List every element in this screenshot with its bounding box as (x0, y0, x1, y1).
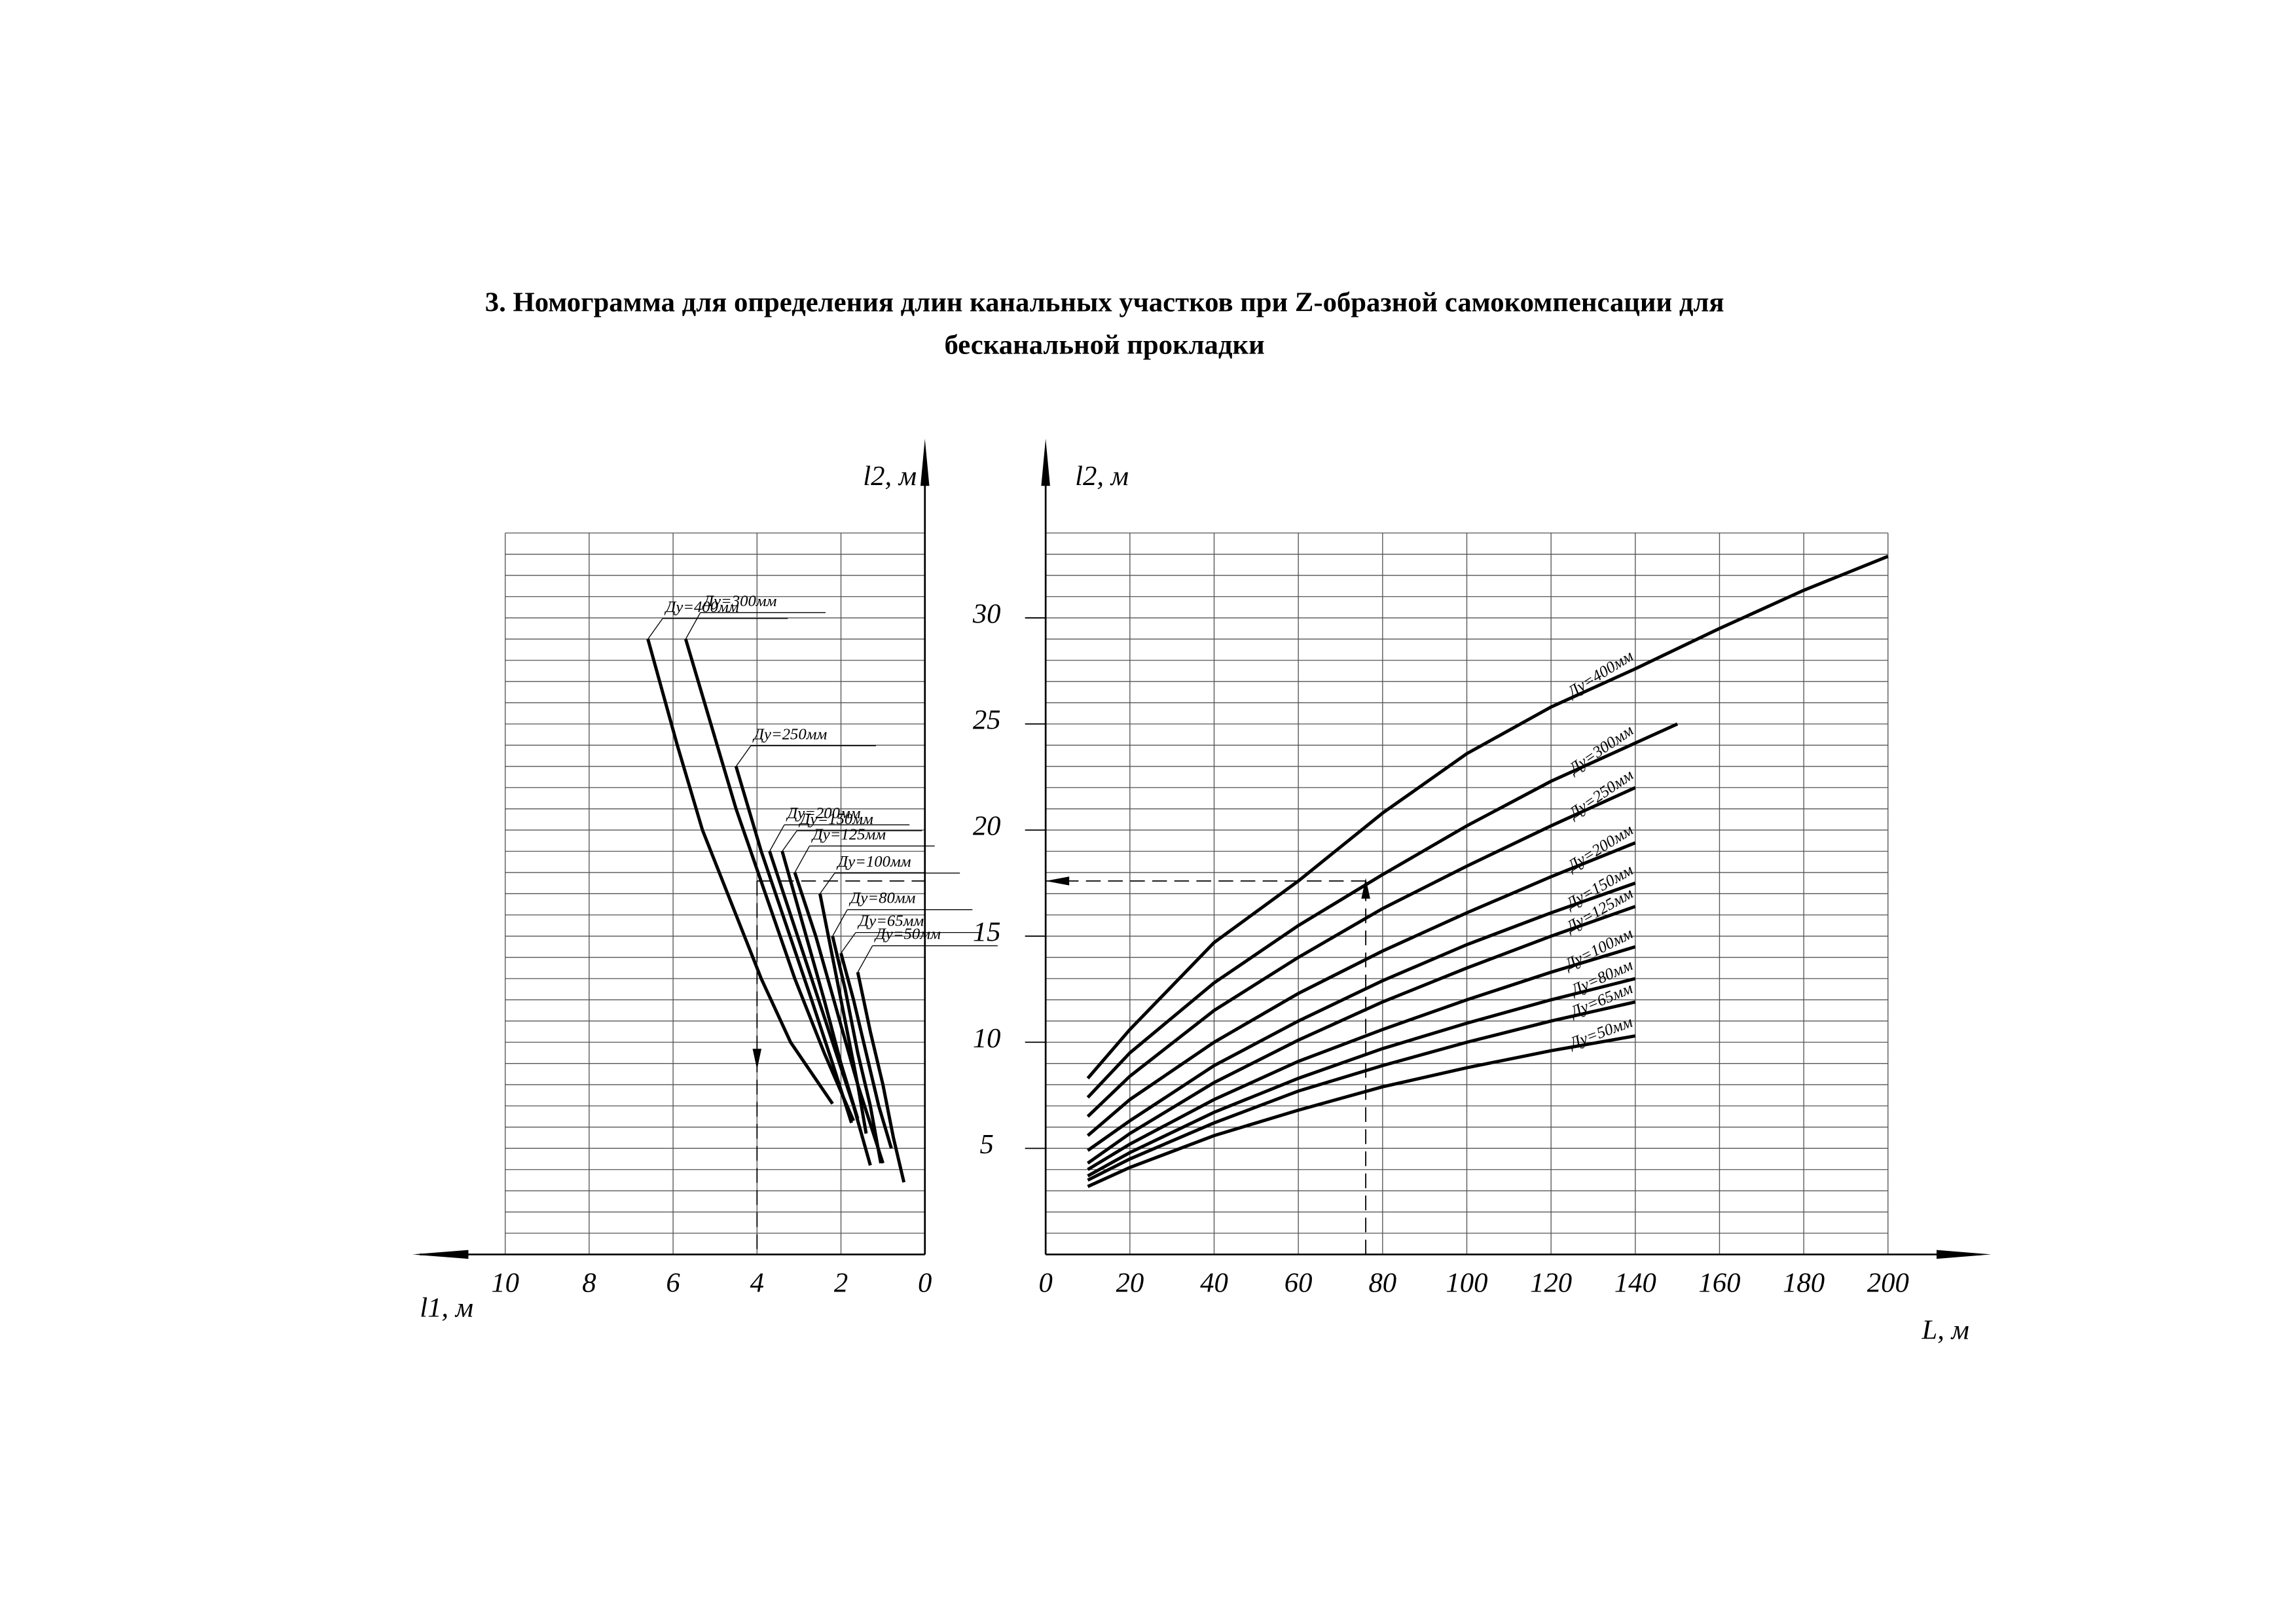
series-label: Ду=125мм (811, 825, 886, 843)
curve (1086, 786, 1636, 1118)
label-leader (819, 873, 835, 894)
curve (818, 893, 868, 1134)
curve (1086, 722, 1679, 1099)
title-line: бесканальной прокладки (945, 330, 1265, 361)
series-label: Ду=300мм (702, 592, 776, 610)
x-tick-label: 2 (834, 1267, 848, 1298)
x-tick-label: 180 (1783, 1267, 1825, 1298)
curve (1087, 881, 1636, 1152)
label-leader (832, 909, 848, 937)
x-tick-label: 0 (1038, 1267, 1052, 1298)
label-leader (794, 846, 811, 873)
x-tick-label: 6 (666, 1267, 680, 1298)
curve (1087, 905, 1636, 1165)
series-label: Ду=65мм (858, 912, 924, 930)
y-tick-label: 10 (973, 1023, 1001, 1054)
curve (856, 971, 906, 1183)
y-axis-label: l2, м (1075, 461, 1129, 492)
y-axis-arrow (1041, 439, 1050, 486)
x-tick-label: 0 (918, 1267, 932, 1298)
label-leader (782, 830, 797, 852)
series-label: Ду=250мм (752, 725, 827, 743)
y-tick-label: 30 (972, 598, 1001, 629)
title-line: 3. Номограмма для определения длин канал… (485, 287, 1724, 317)
x-tick-label: 200 (1867, 1267, 1909, 1298)
example-arrow (752, 1049, 762, 1070)
series-label: Ду=200мм (786, 804, 861, 822)
y-tick-label: 20 (973, 811, 1001, 842)
label-leader (735, 745, 752, 767)
label-leader (857, 945, 873, 973)
series-label: Ду=150мм (799, 810, 873, 828)
curve (1087, 945, 1636, 1171)
x-axis-label: L, м (1922, 1314, 1969, 1345)
x-axis-arrow (412, 1250, 469, 1259)
x-tick-label: 8 (582, 1267, 596, 1298)
x-tick-label: 40 (1200, 1267, 1228, 1298)
x-tick-label: 20 (1116, 1267, 1144, 1298)
curve (1086, 841, 1636, 1137)
curve (780, 850, 860, 1119)
curve (734, 766, 853, 1124)
curve (683, 638, 856, 1122)
x-axis-arrow (1937, 1250, 1992, 1259)
curve (1087, 977, 1636, 1178)
curve (1087, 1034, 1636, 1188)
x-tick-label: 140 (1614, 1267, 1656, 1298)
curve (793, 872, 884, 1164)
curve (831, 935, 883, 1164)
x-axis-label: l1, м (420, 1293, 473, 1324)
example-arrow (1361, 878, 1370, 899)
y-tick-label: 25 (973, 705, 1001, 736)
x-tick-label: 10 (491, 1267, 519, 1298)
x-tick-label: 160 (1698, 1267, 1740, 1298)
series-label: Ду=80мм (849, 890, 916, 907)
label-leader (647, 618, 663, 640)
y-axis-arrow (920, 439, 930, 486)
curve (1086, 554, 1889, 1079)
y-axis-label: l2, м (863, 461, 917, 492)
x-tick-label: 80 (1368, 1267, 1396, 1298)
series-label: Ду=50мм (874, 926, 941, 943)
curve (646, 638, 834, 1105)
y-tick-label: 5 (980, 1129, 994, 1160)
x-tick-label: 4 (750, 1267, 764, 1298)
label-leader (769, 824, 785, 852)
label-leader (840, 932, 856, 954)
series-label: Ду=100мм (836, 853, 911, 871)
x-tick-label: 60 (1285, 1267, 1313, 1298)
x-tick-label: 100 (1446, 1267, 1487, 1298)
curve (1087, 1000, 1636, 1182)
label-leader (685, 612, 701, 640)
example-arrow (1046, 876, 1070, 886)
curve (839, 952, 893, 1149)
y-tick-label: 15 (973, 917, 1001, 948)
x-tick-label: 120 (1530, 1267, 1572, 1298)
